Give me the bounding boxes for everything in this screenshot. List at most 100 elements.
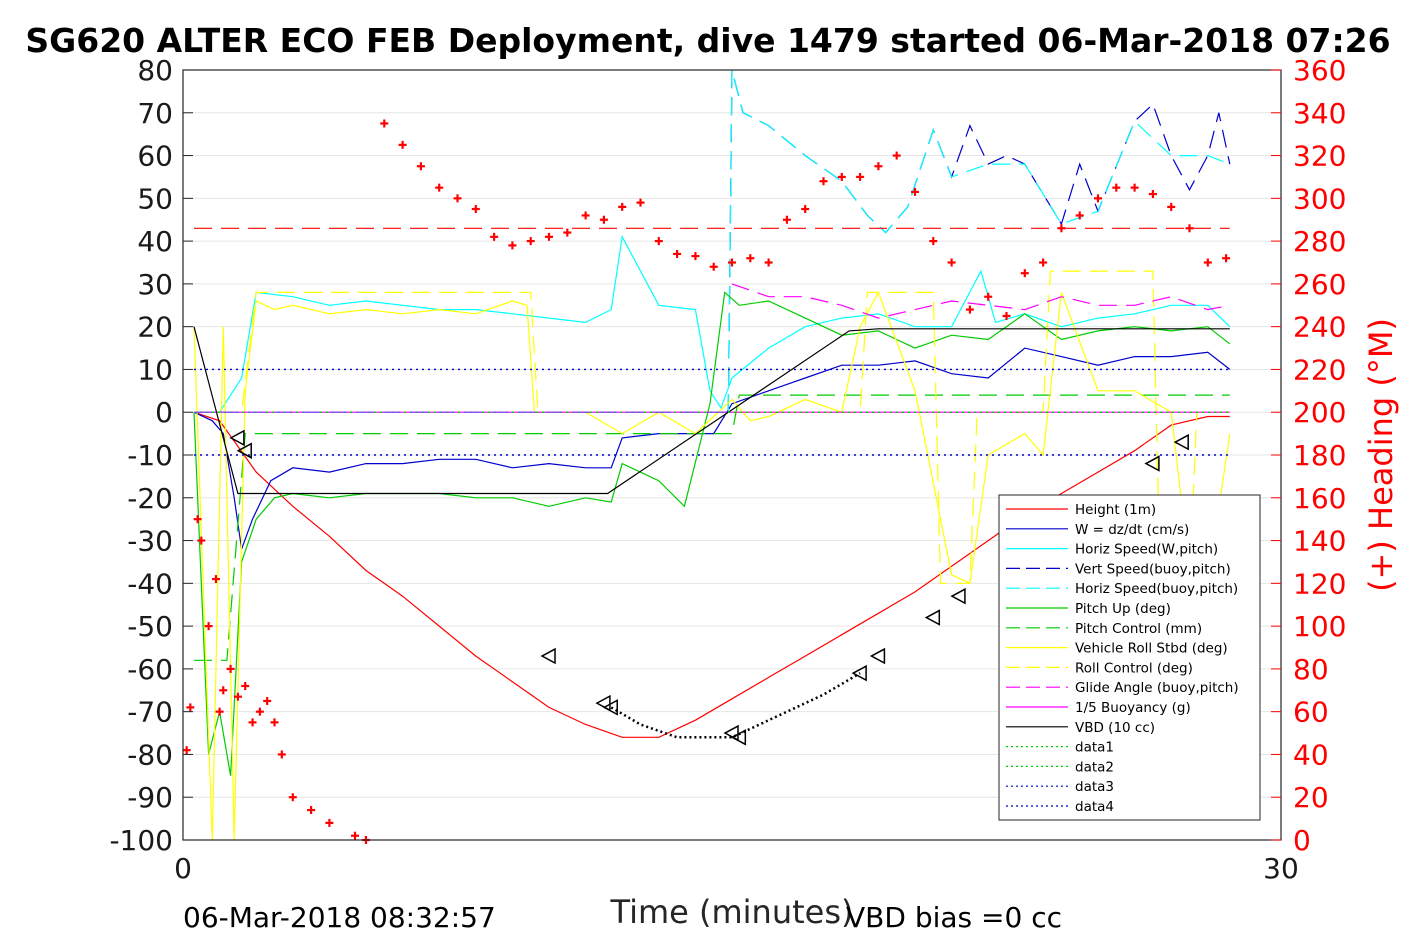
tick-label-left: 60	[137, 140, 173, 173]
right-axis-label: (+) Heading (°M)	[1362, 318, 1400, 592]
triangle-marker	[869, 647, 886, 665]
heading-marker	[219, 686, 228, 695]
series-line-horiz-speed-buoy-pitch	[727, 69, 1231, 413]
legend-label: data1	[1075, 740, 1114, 756]
heading-marker	[709, 262, 718, 271]
heading-marker	[277, 750, 286, 759]
tick-label-right: 260	[1293, 268, 1346, 301]
triangle-marker	[1173, 433, 1189, 451]
tick-label-left: -40	[127, 567, 173, 600]
legend-label: data4	[1075, 799, 1114, 815]
tick-label-right: 280	[1293, 225, 1346, 258]
tick-label-left: -90	[127, 781, 173, 814]
heading-marker	[1112, 183, 1121, 192]
tick-label-right: 40	[1293, 738, 1329, 771]
heading-marker	[1002, 311, 1011, 320]
series-line-height-1m	[193, 411, 1230, 738]
series-line-horiz-speed-w-pitch	[194, 234, 1231, 413]
heading-marker	[581, 211, 590, 220]
heading-marker	[746, 254, 755, 263]
legend-label: Glide Angle (buoy,pitch)	[1075, 680, 1239, 696]
tick-label-right: 360	[1293, 54, 1346, 87]
heading-marker	[1057, 224, 1066, 233]
heading-marker	[351, 831, 360, 840]
heading-marker	[1039, 258, 1048, 267]
tick-label-right: 140	[1293, 525, 1346, 558]
tick-label-left: -80	[127, 738, 173, 771]
heading-marker	[673, 249, 682, 258]
tick-label-left: -60	[127, 653, 173, 686]
heading-marker	[801, 205, 810, 214]
tick-label-right: 240	[1293, 311, 1346, 344]
tick-label-right: 120	[1293, 567, 1346, 600]
triangle-marker	[950, 587, 966, 605]
legend-label: Roll Control (deg)	[1075, 660, 1193, 676]
heading-marker	[911, 187, 919, 196]
tick-label-left: -10	[127, 439, 173, 472]
heading-marker	[1094, 194, 1102, 203]
tick-label-right: 180	[1293, 439, 1346, 472]
heading-marker	[453, 194, 462, 203]
tick-label-left: -70	[127, 696, 173, 729]
heading-marker	[1203, 258, 1212, 267]
triangle-marker	[595, 694, 611, 712]
triangle-marker	[236, 442, 252, 459]
heading-marker	[204, 622, 213, 631]
triangle-marker	[723, 724, 739, 742]
legend-label: W = dz/dt (cm/s)	[1075, 522, 1189, 538]
heading-marker	[490, 232, 499, 241]
heading-marker	[1020, 269, 1029, 278]
legend-label: Vehicle Roll Stbd (deg)	[1075, 641, 1228, 657]
triangle-marker	[602, 699, 618, 716]
footer-vbd-bias: VBD bias =0 cc	[846, 901, 1062, 934]
tick-label-left: 10	[137, 353, 173, 386]
heading-marker	[263, 696, 272, 705]
heading-marker	[288, 793, 297, 802]
heading-marker	[398, 140, 407, 149]
tick-label-right: 100	[1293, 610, 1346, 643]
legend-label: Height (1m)	[1075, 502, 1156, 518]
heading-marker	[545, 232, 553, 241]
tick-label-left: 80	[137, 54, 173, 87]
triangle-marker	[730, 729, 747, 746]
legend-label: Horiz Speed(buoy,pitch)	[1075, 581, 1238, 597]
legend-label: Pitch Control (mm)	[1075, 621, 1202, 637]
heading-marker	[947, 258, 956, 267]
tick-label-x: 30	[1263, 852, 1299, 885]
legend-label: Horiz Speed(W,pitch)	[1075, 542, 1218, 558]
heading-marker	[1167, 202, 1176, 211]
heading-marker	[636, 198, 645, 207]
heading-marker	[728, 258, 736, 267]
right-axis-ticks: 3603403203002802602402202001801601401201…	[1271, 54, 1346, 857]
heading-marker	[526, 237, 535, 246]
heading-marker	[226, 664, 235, 673]
heading-marker	[508, 241, 517, 250]
legend-label: Pitch Up (deg)	[1075, 601, 1171, 617]
tick-label-left: 40	[137, 225, 173, 258]
tick-label-right: 340	[1293, 97, 1346, 130]
heading-marker	[416, 162, 425, 171]
heading-marker	[186, 703, 195, 712]
heading-marker	[599, 215, 608, 224]
legend-label: VBD (10 cc)	[1075, 720, 1155, 736]
tick-label-left: 0	[155, 396, 173, 429]
heading-marker	[307, 806, 316, 815]
heading-marker	[435, 183, 444, 192]
x-axis-ticks: 0 30	[174, 852, 1299, 885]
tick-label-right: 60	[1293, 696, 1329, 729]
legend-label: data3	[1075, 779, 1114, 795]
heading-marker	[211, 575, 220, 584]
triangle-marker	[924, 609, 941, 626]
heading-marker	[197, 536, 206, 545]
tick-label-left: 50	[137, 182, 173, 215]
heading-marker	[654, 237, 663, 246]
triangle-marker	[851, 664, 867, 682]
chart-title: SG620 ALTER ECO FEB Deployment, dive 147…	[25, 21, 1390, 60]
heading-marker	[380, 119, 389, 128]
heading-marker	[270, 718, 279, 727]
heading-marker	[215, 707, 224, 716]
series-line-roll-control-deg	[194, 270, 1230, 584]
series-line-w-dz-dt-cm-s	[193, 347, 1231, 550]
triangle-marker	[229, 429, 245, 447]
tick-label-right: 0	[1293, 824, 1311, 857]
